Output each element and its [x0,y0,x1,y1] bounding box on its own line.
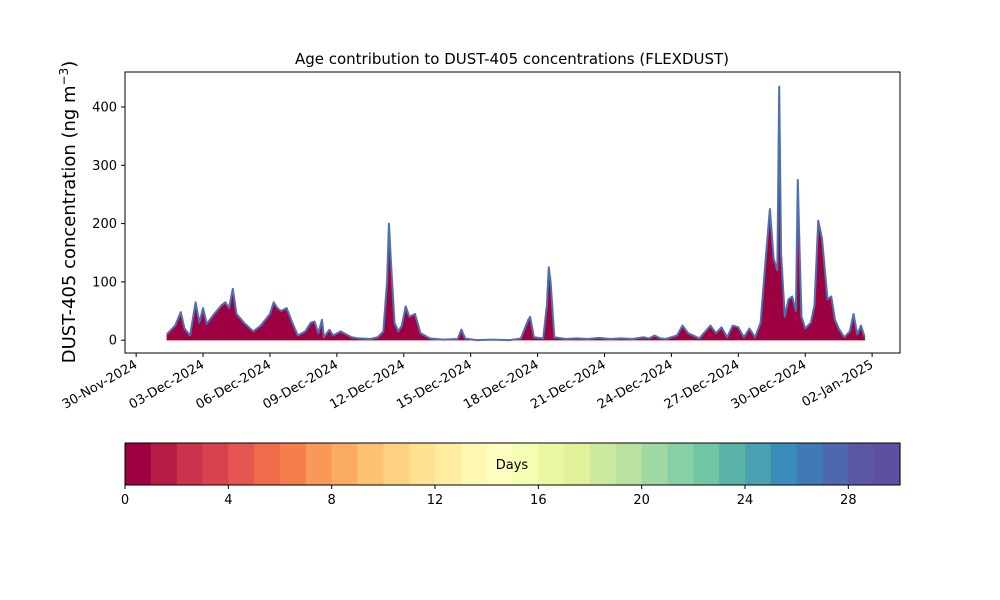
y-axis-label: DUST-405 concentration (ng m−3) [57,61,80,364]
colorbar-bin [125,443,152,485]
y-tick-label: 400 [92,100,117,115]
colorbar-frame [124,442,901,486]
colorbar-bin [615,443,643,485]
colorbar-tick-label: 24 [737,493,754,508]
colorbar-bin [770,443,798,485]
colorbar-bins [125,443,901,485]
colorbar-bin [150,443,178,485]
colorbar-bin [228,443,255,485]
y-axis-label-superscript: −3 [57,68,71,86]
chart-title: Age contribution to DUST-405 concentrati… [295,50,729,68]
y-axis-label-close: ) [59,61,80,68]
colorbar-bin [564,443,591,485]
colorbar-bin [435,443,462,485]
colorbar-bin [486,443,514,485]
colorbar-bin [512,443,539,485]
colorbar-bin [641,443,669,485]
colorbar: Days 0 4 8 12 16 20 24 28 [121,442,901,508]
colorbar-bin [409,443,436,485]
colorbar-bin [280,443,307,485]
y-axis: 0 100 200 300 400 [92,100,125,349]
colorbar-bin [460,443,488,485]
colorbar-tick-label: 12 [427,493,444,508]
colorbar-bin [667,443,694,485]
series-line-total [166,85,866,342]
colorbar-bin [538,443,565,485]
colorbar-tick-label: 28 [840,493,857,508]
colorbar-axis: 0 4 8 12 16 20 24 28 [121,485,857,508]
colorbar-tick-label: 4 [224,493,232,508]
y-tick-label: 200 [92,217,117,232]
y-axis-label-text: DUST-405 concentration (ng m [59,85,80,363]
colorbar-bin [590,443,617,485]
colorbar-bin [693,443,720,485]
colorbar-bin [822,443,849,485]
colorbar-tick-label: 0 [121,493,129,508]
colorbar-bin [254,443,281,485]
plot-frame [124,71,901,354]
colorbar-bin [796,443,824,485]
colorbar-tick-label: 16 [530,493,547,508]
colorbar-tick-label: 20 [633,493,650,508]
y-tick-label: 300 [92,159,117,174]
colorbar-bin [305,443,333,485]
colorbar-bin [719,443,746,485]
colorbar-bin [745,443,772,485]
colorbar-bin [874,443,901,485]
colorbar-bin [331,443,359,485]
colorbar-bin [357,443,384,485]
colorbar-bin [383,443,410,485]
colorbar-bin [202,443,229,485]
colorbar-bin [848,443,875,485]
y-tick-label: 0 [109,334,117,349]
colorbar-tick-label: 8 [328,493,336,508]
y-tick-label: 100 [92,275,117,290]
colorbar-label: Days [496,458,529,473]
colorbar-bin [176,443,204,485]
